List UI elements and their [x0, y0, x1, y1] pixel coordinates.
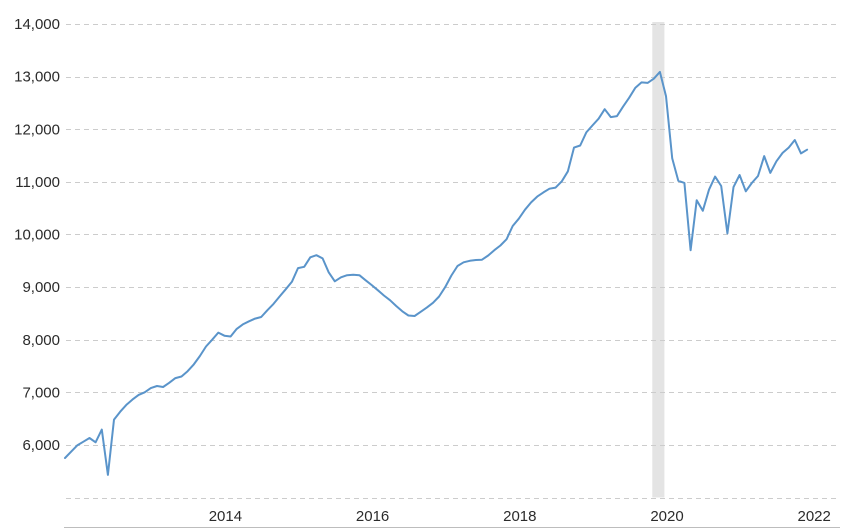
- x-axis-label-2018: 2018: [503, 508, 536, 525]
- y-axis-label-8000: 8,000: [22, 332, 60, 349]
- data-line-index-value-monthly: [64, 70, 809, 476]
- y-axis-label-7000: 7,000: [22, 384, 60, 401]
- x-axis-label-2020: 2020: [650, 508, 683, 525]
- recession-band: [652, 22, 665, 498]
- y-axis-label-11000: 11,000: [15, 174, 60, 191]
- y-axis-label-10000: 10,000: [14, 227, 60, 244]
- x-axis-label-2016: 2016: [356, 508, 389, 525]
- y-axis-label-13000: 13,000: [14, 69, 60, 86]
- y-axis-label-14000: 14,000: [14, 16, 60, 33]
- y-axis-label-12000: 12,000: [14, 121, 60, 138]
- y-axis-label-9000: 9,000: [22, 279, 60, 296]
- y-axis-label-6000: 6,000: [22, 437, 60, 454]
- x-axis-label-2022: 2022: [798, 508, 831, 525]
- x-axis-label-2014: 2014: [209, 508, 242, 525]
